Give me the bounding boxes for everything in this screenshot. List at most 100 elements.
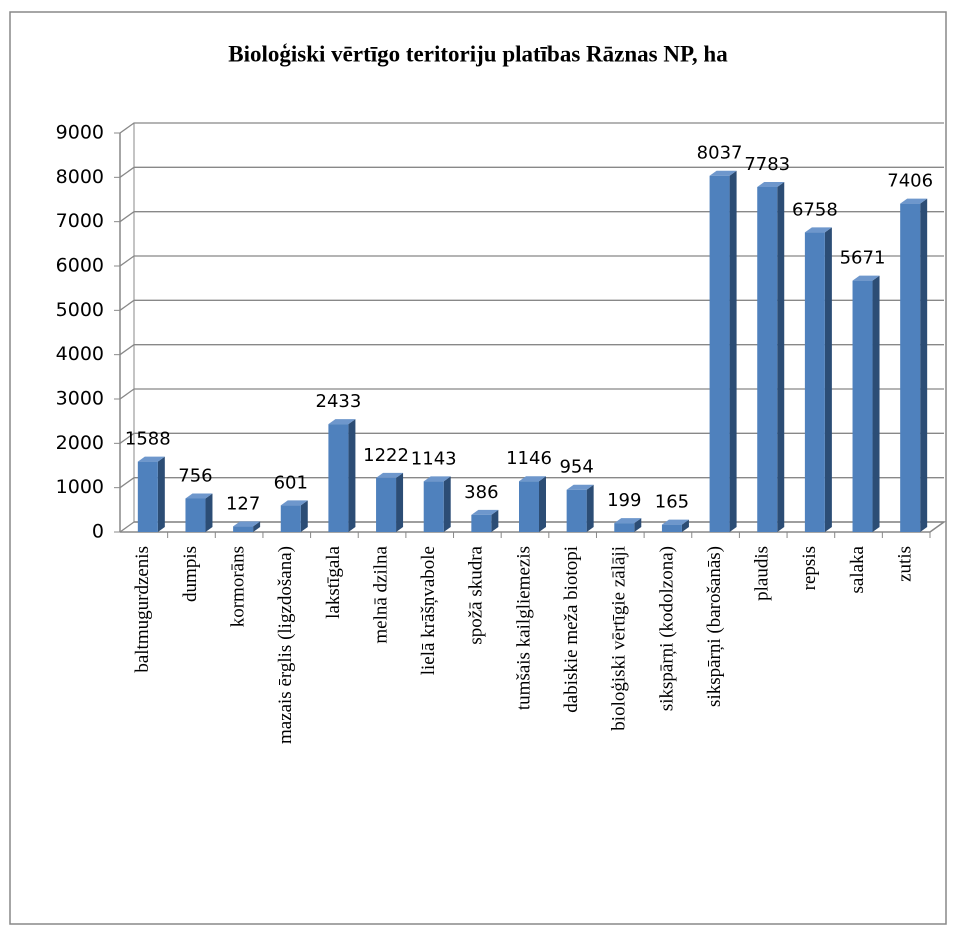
bar-face [634,518,642,532]
y-tick-label: 9000 [56,122,104,144]
bar [423,476,451,532]
x-tick-label: salaka [847,545,868,593]
value-label: 756 [178,465,212,486]
chart-title: Bioloģiski vērtīgo teritoriju platības R… [228,41,728,66]
bar-face [852,275,880,281]
bar-face [471,509,499,515]
x-tick-label: kormorāns [227,546,248,627]
bar-face [471,514,492,532]
bar-face [137,461,158,532]
bar [185,493,213,532]
bar-face [233,521,261,527]
x-tick-label: spožā skudra [466,545,487,644]
x-tick-label: tumšais kailgliemezis [513,546,534,710]
x-tick-label: mazais ērglis (ligzdošana) [275,546,296,744]
bar-face [328,424,349,532]
bar [614,518,642,532]
grid-line [119,432,944,444]
bar [376,472,404,532]
bar-face [280,505,301,532]
bar-face [614,523,635,532]
bar-face [729,170,737,532]
value-label: 1146 [506,448,552,469]
value-label: 386 [464,482,498,503]
bar-face [852,280,873,532]
bar-face [757,181,785,187]
bar-face [872,275,880,532]
bar-face [423,476,451,482]
y-tick-label: 8000 [56,166,104,188]
bar [566,484,594,532]
bar [900,198,928,532]
bar-face [681,519,689,532]
grid-line [119,299,944,311]
bar-face [519,481,539,532]
y-tick-label: 5000 [56,299,104,321]
bar-face [566,489,587,532]
x-tick-label: bioloģiski vērtīgie zālāji [609,546,630,731]
bar [233,521,261,532]
bar-face [757,186,778,532]
bar [137,456,165,532]
grid-line [119,166,944,178]
bar-face [205,493,213,532]
x-tick-label: zutis [895,546,916,582]
bar [328,419,356,532]
bar-face [614,518,642,524]
bar-face [300,500,308,532]
bar-face [539,476,546,532]
value-label: 954 [559,457,593,478]
bar [661,519,689,532]
y-tick-label: 4000 [56,343,104,365]
x-tick-label: sikspārņi (kodolzona) [656,546,677,711]
bar-face [443,476,451,532]
x-tick-label: lielā krāšņvabole [418,546,439,675]
x-tick-label: lakstīgala [323,545,344,618]
value-label: 1143 [411,448,457,469]
bar [709,170,737,532]
value-label: 8037 [697,143,743,164]
y-tick-label: 3000 [56,388,104,410]
bar-face [661,519,689,525]
bar-face [253,521,261,532]
value-label: 5671 [840,248,886,269]
value-label: 7783 [744,154,790,175]
bar-face [396,472,404,532]
value-label: 2433 [316,391,362,412]
bar-face [566,484,594,490]
bar-face [804,232,825,533]
value-label: 6758 [792,199,838,220]
bar-face [157,456,165,532]
bar-face [586,484,594,532]
bar-face [519,476,546,482]
value-label: 127 [226,493,260,514]
bar [852,275,880,532]
bar-face [491,509,499,532]
grid-line [119,255,944,267]
bar-face [920,198,928,532]
grid-line [119,477,944,489]
bar-face [376,472,404,478]
value-label: 199 [607,490,641,511]
bar [471,509,499,532]
value-label: 1588 [125,429,171,450]
bar-face [185,498,206,532]
x-tick-label: plaudis [752,546,773,601]
value-label: 1222 [363,445,409,466]
grid-line [119,344,944,356]
x-tick-label: dabiskie meža biotopi [561,546,582,713]
grid-line [119,122,944,134]
grid-line [119,211,944,223]
value-label: 601 [274,472,308,493]
x-tick-label: dumpis [180,546,201,602]
bar [804,227,832,533]
bar-face [423,481,444,532]
x-tick-label: repsis [799,546,820,590]
bar-face [900,198,928,204]
x-tick-label: melnā dzilna [370,545,391,643]
bar-face [185,493,213,499]
bar-face [777,181,785,532]
bar-face [376,477,397,532]
y-tick-label: 0 [92,521,104,543]
